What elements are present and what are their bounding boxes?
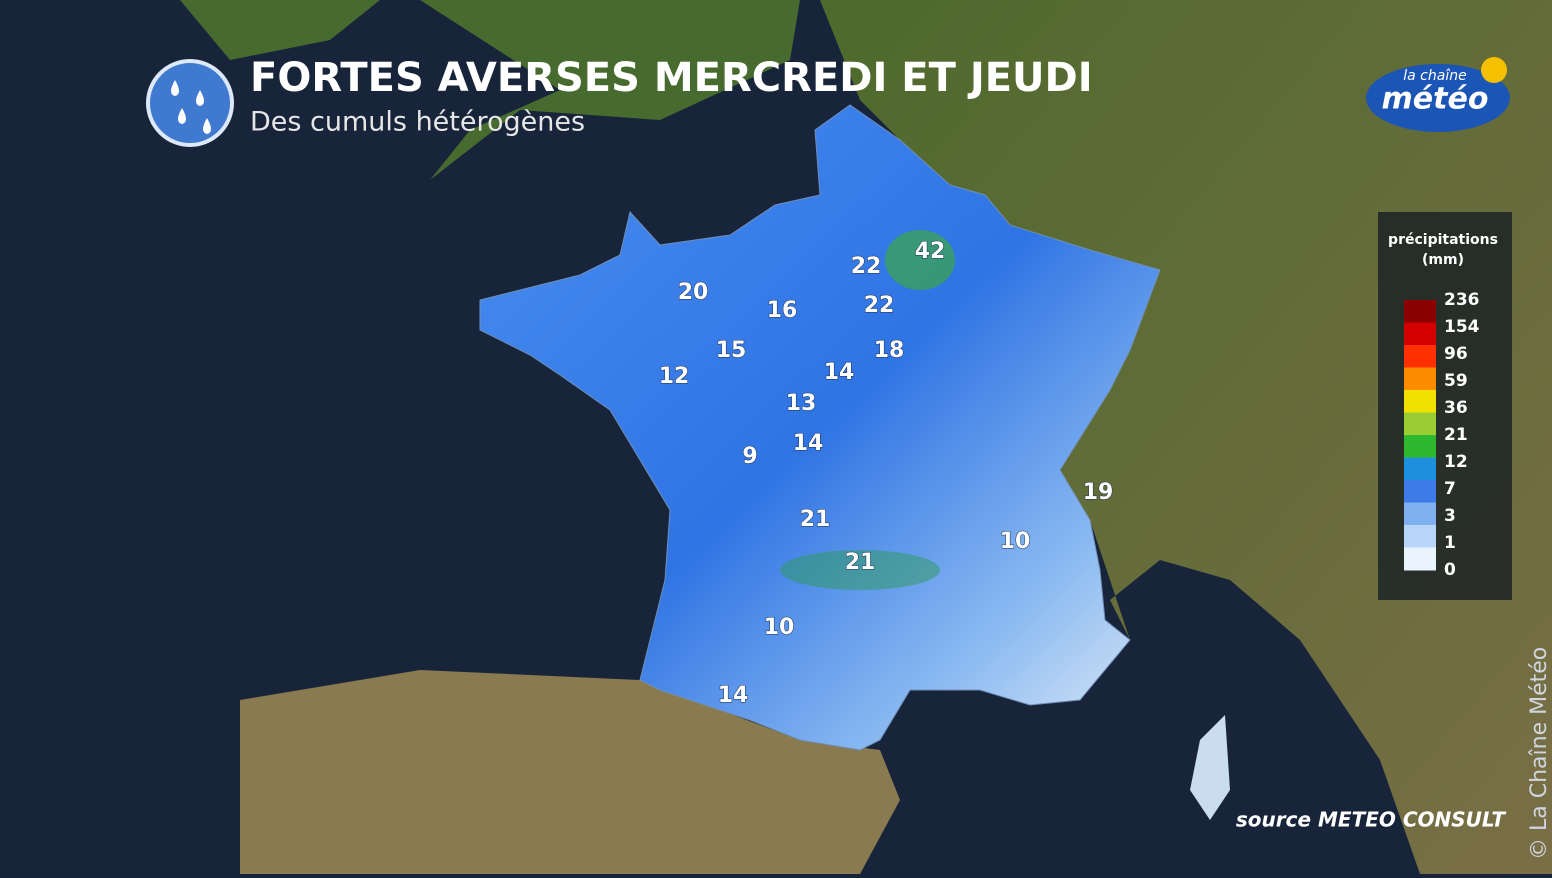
rain-amount: 9 <box>742 444 757 469</box>
source: source METEO CONSULT <box>1236 808 1506 832</box>
copyright: © La Chaîne Météo <box>1527 647 1552 860</box>
legend-label: 3 <box>1444 506 1456 526</box>
spain-land <box>240 670 900 874</box>
legend-title: précipitations <box>1388 232 1498 248</box>
legend: 236 154 96 59 36 21 12 7 3 1 0 <box>1404 290 1480 580</box>
rain-amount: 21 <box>845 550 876 575</box>
rain-drops <box>171 80 211 134</box>
rain-amount: 16 <box>767 298 798 323</box>
legend-label: 154 <box>1444 317 1480 337</box>
logo-top: la chaîne <box>1403 68 1466 84</box>
rain-amount: 12 <box>659 364 690 389</box>
uk-land <box>180 0 800 180</box>
legend-label: 21 <box>1444 425 1468 445</box>
rain-amount: 14 <box>793 431 824 456</box>
legend-label: 236 <box>1444 290 1480 310</box>
rain-amount: 14 <box>824 360 855 385</box>
legend-swatch <box>1404 412 1436 436</box>
rain-amount: 19 <box>1083 480 1114 505</box>
legend-swatch <box>1404 457 1436 481</box>
rain-amount: 22 <box>864 293 895 318</box>
map-labels: 42 22 20 16 22 15 18 12 14 13 14 9 19 21 10 21 10 14 <box>658 239 1114 709</box>
legend-label: 36 <box>1444 398 1468 418</box>
legend-swatch <box>1404 345 1436 368</box>
heavy-rain-zone <box>780 550 940 590</box>
rain-amount: 10 <box>1000 529 1031 554</box>
legend-swatch <box>1404 435 1436 458</box>
rain-amount: 42 <box>915 239 946 264</box>
rain-amount: 21 <box>800 507 831 532</box>
legend-label: 59 <box>1444 371 1468 391</box>
rain-amount: 10 <box>764 615 795 640</box>
legend-swatch <box>1404 300 1436 323</box>
rain-amount: 13 <box>786 391 817 416</box>
rain-amount: 18 <box>874 338 905 363</box>
rain-amount: 14 <box>718 683 749 708</box>
legend-swatch <box>1404 525 1436 548</box>
rain-amount: 20 <box>678 280 709 305</box>
heavy-rain-zone <box>885 230 955 290</box>
legend-panel <box>1378 212 1512 600</box>
rain-icon <box>146 59 234 147</box>
subtitle: Des cumuls hétérogènes <box>250 107 585 138</box>
logo-sun <box>1481 57 1507 83</box>
legend-swatch <box>1404 480 1436 503</box>
legend-label: 12 <box>1444 452 1468 472</box>
legend-label: 0 <box>1444 560 1456 580</box>
legend-swatch <box>1404 322 1436 346</box>
rain-amount: 22 <box>851 254 882 279</box>
logo-badge <box>1366 64 1510 132</box>
france-precipitation <box>479 104 1161 751</box>
legend-label: 1 <box>1444 533 1456 553</box>
corsica <box>1190 715 1230 820</box>
legend-swatch <box>1404 547 1436 571</box>
logo-bottom: météo <box>1382 82 1489 117</box>
title: FORTES AVERSES MERCREDI ET JEUDI <box>250 55 1093 101</box>
legend-label: 96 <box>1444 344 1468 364</box>
legend-swatch <box>1404 502 1436 526</box>
legend-swatch <box>1404 367 1436 391</box>
legend-label: 7 <box>1444 479 1456 499</box>
rain-amount: 15 <box>716 338 747 363</box>
legend-swatch <box>1404 390 1436 413</box>
legend-unit: (mm) <box>1422 252 1464 268</box>
